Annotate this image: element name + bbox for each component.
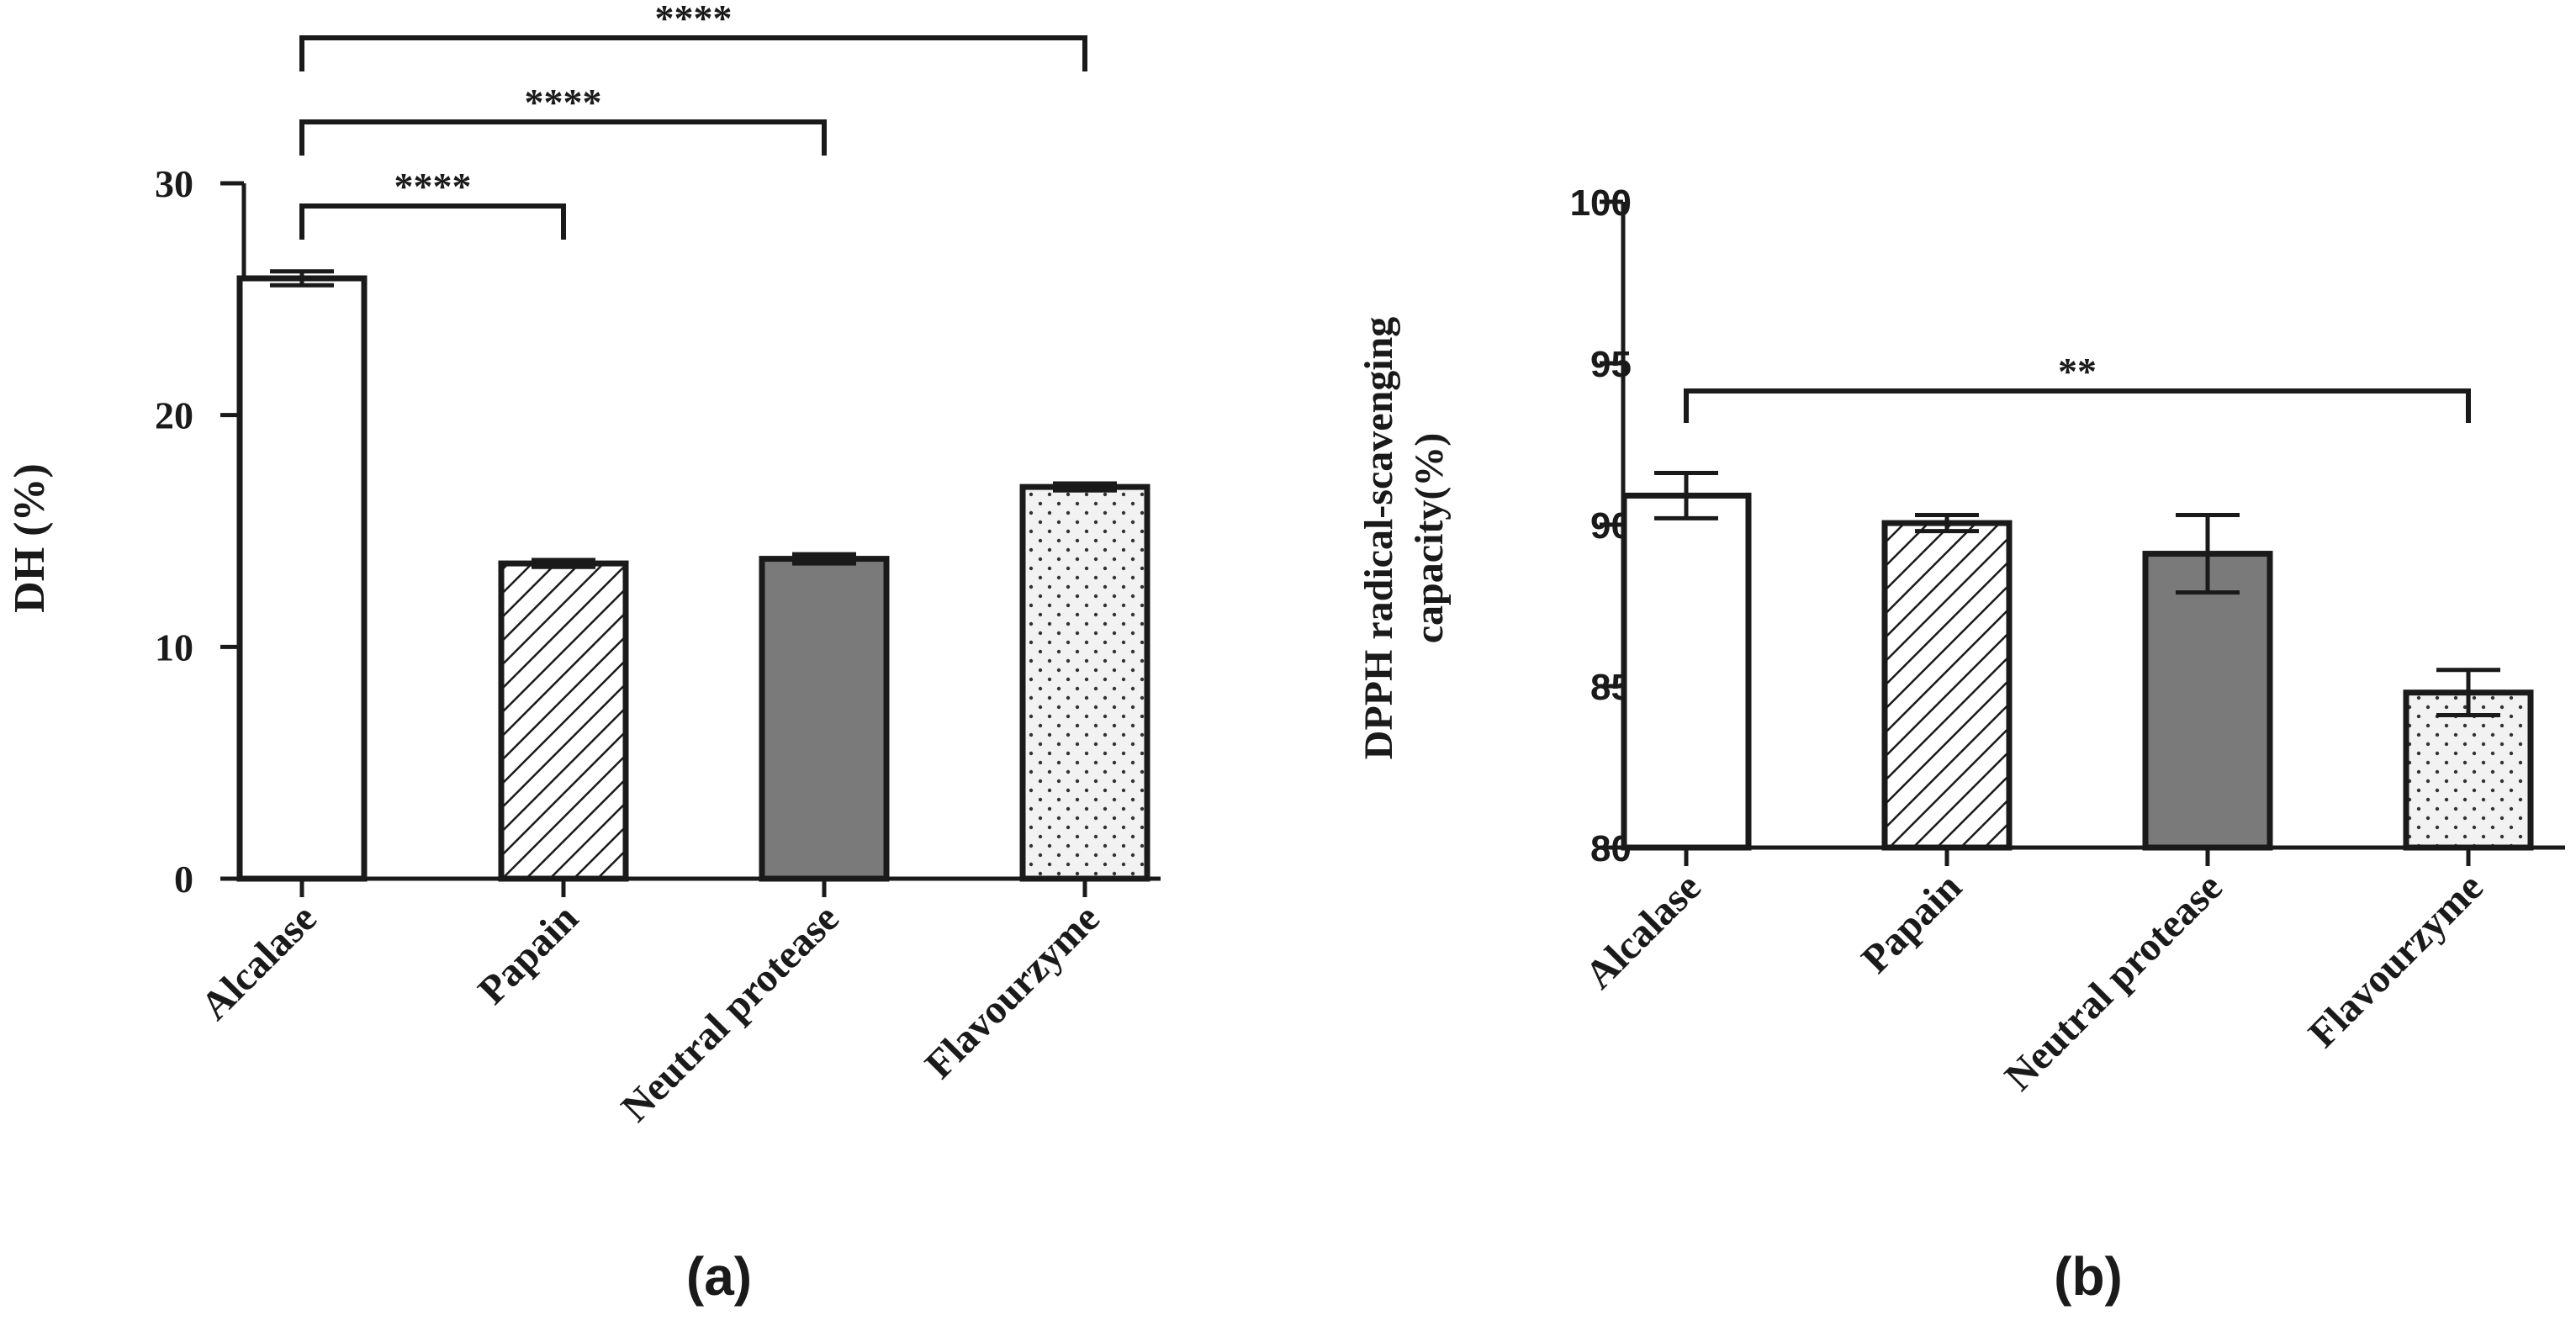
bar-neutral-protease bbox=[2142, 551, 2273, 851]
bar-papain bbox=[1881, 520, 2013, 851]
y-axis-label-line: DPPH radical-scavenging bbox=[1357, 317, 1401, 760]
significance-bracket bbox=[1684, 388, 2471, 423]
y-axis-label-line: capacity(%) bbox=[1407, 433, 1452, 644]
y-tick-label: 100 bbox=[1570, 182, 1632, 224]
bar-papain bbox=[498, 560, 629, 882]
x-category-label: Neutral protease bbox=[613, 895, 848, 1130]
y-tick-label: 20 bbox=[155, 394, 193, 437]
significance-bracket bbox=[299, 35, 1087, 71]
significance-bracket bbox=[299, 203, 566, 240]
significance-bracket bbox=[299, 119, 827, 156]
x-category-label: Papain bbox=[1853, 864, 1970, 981]
bar-neutral-protease bbox=[759, 556, 890, 882]
y-tick-label: 10 bbox=[155, 626, 193, 668]
y-axis-label: DH (%) bbox=[6, 463, 54, 613]
x-category-label: Alcalase bbox=[1577, 864, 1710, 997]
x-category-label: Neutral protease bbox=[1997, 864, 2231, 1099]
y-tick-label: 0 bbox=[174, 858, 193, 901]
x-category-label: Alcalase bbox=[193, 895, 325, 1028]
x-category-label: Papain bbox=[469, 895, 586, 1012]
panel-label: (b) bbox=[2054, 1246, 2123, 1307]
bar-alcalase bbox=[1621, 492, 1752, 851]
x-category-label: Flavourzyme bbox=[2300, 864, 2492, 1056]
significance-label: ** bbox=[2058, 350, 2097, 393]
significance-label: **** bbox=[394, 165, 472, 208]
y-tick-label: 95 bbox=[1590, 344, 1632, 385]
x-category-label: Flavourzyme bbox=[917, 895, 1108, 1087]
bar-flavourzyme bbox=[2403, 689, 2534, 851]
bar-alcalase bbox=[236, 275, 368, 882]
panel-label: (a) bbox=[686, 1246, 752, 1307]
significance-label: **** bbox=[525, 81, 602, 124]
significance-label: **** bbox=[655, 0, 733, 40]
bar-flavourzyme bbox=[1019, 483, 1150, 882]
y-tick-label: 30 bbox=[155, 162, 193, 205]
chart-panel-a: 0 10 20 30 DH (%) Alcalase Papain Neutral prote… bbox=[6, 0, 1161, 1307]
